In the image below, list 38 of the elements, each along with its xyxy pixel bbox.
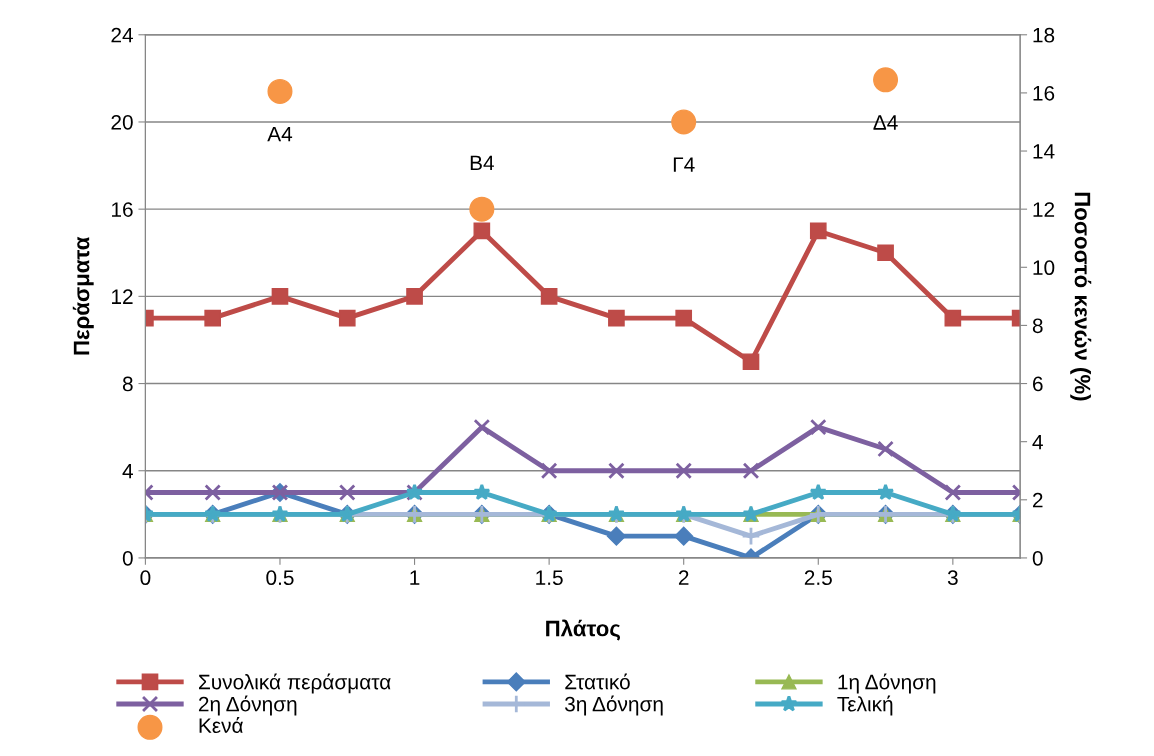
x-tick-label: 3 [947, 570, 958, 586]
annotation: A4 [267, 126, 293, 142]
legend-label: Στατικό [565, 673, 630, 690]
y-tick-label: 24 [111, 27, 133, 43]
y-tick-label: 0 [122, 550, 133, 566]
y2-axis-title: Ποσοστό κενών (%) [1070, 192, 1092, 401]
annotation: B4 [470, 155, 494, 171]
y2-tick-label: 4 [1032, 434, 1043, 450]
y-tick-label: 20 [111, 114, 133, 130]
y2-tick-label: 16 [1033, 85, 1055, 101]
x-tick-label: 2 [678, 570, 689, 585]
y2-tick-label: 8 [1032, 318, 1043, 334]
y2-tick-label: 2 [1032, 492, 1043, 508]
legend-label: 1η Δόνηση [838, 673, 936, 694]
x-tick-label: 2.5 [804, 570, 832, 586]
y2-tick-label: 14 [1033, 144, 1055, 159]
annotation: Γ4 [673, 157, 695, 172]
legend-label: Συνολικά περάσματα [199, 673, 391, 694]
y-tick-label: 8 [122, 376, 133, 392]
annotation: Δ4 [873, 115, 898, 130]
y-tick-label: 4 [122, 463, 133, 479]
legend-label: Τελική [837, 695, 893, 716]
legend-label: 2η Δόνηση [198, 695, 297, 716]
y2-tick-label: 10 [1033, 260, 1055, 276]
x-tick-label: 0 [140, 570, 151, 586]
y-axis-title: Περάσματα [72, 236, 94, 355]
legend-label: 3η Δόνηση [564, 695, 663, 716]
y2-tick-label: 18 [1033, 27, 1055, 43]
y2-tick-label: 12 [1033, 202, 1055, 217]
x-axis-title: Πλάτος [546, 619, 621, 641]
y-tick-label: 16 [112, 202, 133, 217]
y-tick-label: 12 [112, 289, 133, 304]
x-tick-label: 0.5 [266, 570, 294, 586]
y2-tick-label: 0 [1032, 550, 1043, 566]
legend-label: Κενά [199, 717, 243, 734]
x-tick-label: 1.5 [536, 570, 563, 586]
x-tick-label: 1 [410, 570, 420, 585]
y2-tick-label: 6 [1033, 376, 1043, 392]
